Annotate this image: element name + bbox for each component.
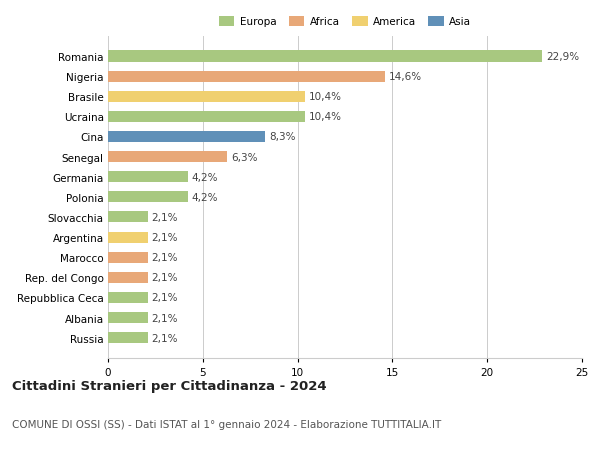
Bar — [108, 252, 148, 263]
Bar — [108, 91, 305, 102]
Bar — [108, 292, 148, 303]
Text: 2,1%: 2,1% — [152, 333, 178, 343]
Text: 2,1%: 2,1% — [152, 252, 178, 263]
Text: 8,3%: 8,3% — [269, 132, 296, 142]
Text: 14,6%: 14,6% — [389, 72, 422, 82]
Legend: Europa, Africa, America, Asia: Europa, Africa, America, Asia — [215, 13, 475, 32]
Text: 10,4%: 10,4% — [309, 92, 342, 102]
Text: 2,1%: 2,1% — [152, 293, 178, 303]
Text: 2,1%: 2,1% — [152, 313, 178, 323]
Bar — [108, 112, 305, 123]
Bar — [108, 172, 188, 183]
Text: 4,2%: 4,2% — [191, 172, 218, 182]
Text: 4,2%: 4,2% — [191, 192, 218, 202]
Bar — [108, 212, 148, 223]
Bar — [108, 72, 385, 83]
Bar — [108, 151, 227, 163]
Text: 2,1%: 2,1% — [152, 213, 178, 223]
Text: 6,3%: 6,3% — [231, 152, 258, 162]
Bar — [108, 132, 265, 143]
Text: 2,1%: 2,1% — [152, 273, 178, 283]
Bar — [108, 312, 148, 323]
Bar — [108, 232, 148, 243]
Text: Cittadini Stranieri per Cittadinanza - 2024: Cittadini Stranieri per Cittadinanza - 2… — [12, 380, 326, 392]
Bar — [108, 192, 188, 203]
Bar — [108, 51, 542, 62]
Text: 2,1%: 2,1% — [152, 233, 178, 242]
Text: 10,4%: 10,4% — [309, 112, 342, 122]
Bar — [108, 332, 148, 343]
Bar — [108, 272, 148, 283]
Text: COMUNE DI OSSI (SS) - Dati ISTAT al 1° gennaio 2024 - Elaborazione TUTTITALIA.IT: COMUNE DI OSSI (SS) - Dati ISTAT al 1° g… — [12, 419, 441, 429]
Text: 22,9%: 22,9% — [546, 52, 579, 62]
